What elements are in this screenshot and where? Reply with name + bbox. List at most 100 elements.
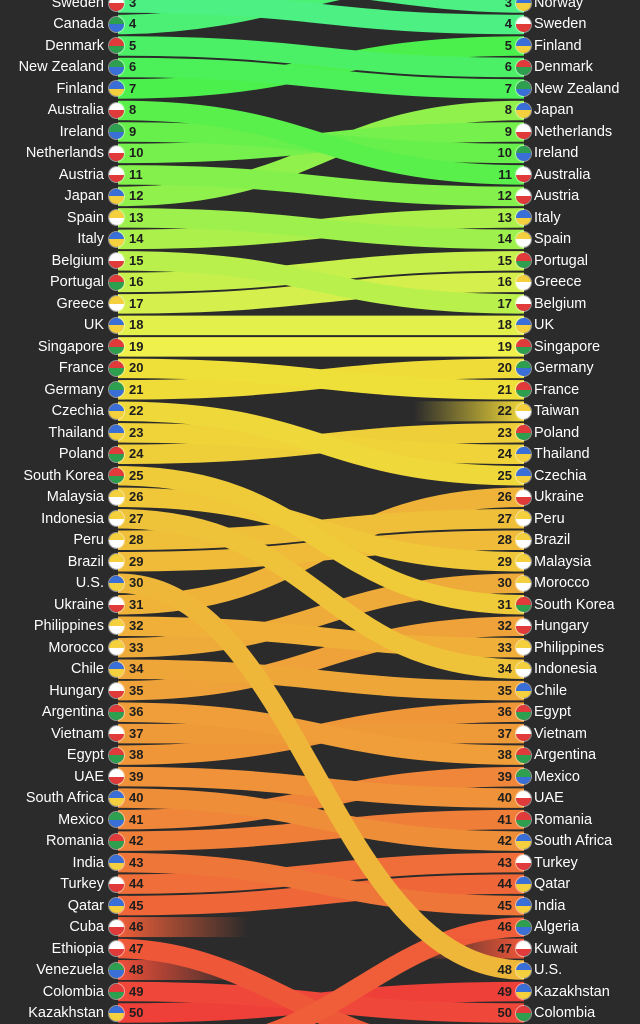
left-country-label: Italy (77, 231, 104, 248)
left-country-label: Turkey (60, 876, 104, 893)
flag-icon-right-spain (515, 230, 532, 248)
ribbon-sweden (117, 0, 525, 35)
right-rank-label: 26 (497, 489, 512, 505)
flag-icon-left-denmark (108, 37, 125, 55)
left-rank-label: 44 (129, 876, 144, 892)
left-rank-label: 9 (129, 123, 137, 139)
ribbon-czechia (117, 401, 525, 486)
left-rank-label: 31 (129, 596, 144, 612)
left-country-label: Greece (56, 295, 104, 312)
flag-icon-right-sweden (515, 15, 532, 33)
left-country-label: Thailand (48, 424, 104, 441)
flag-icon-left-greece (108, 295, 125, 313)
flag-icon-left-netherlands (108, 144, 125, 162)
right-country-label: South Korea (534, 596, 615, 613)
flag-icon-left-mexico (108, 811, 125, 829)
flag-icon-right-thailand (515, 445, 532, 463)
flag-icon-left-venezuela (108, 961, 125, 979)
left-rank-label: 41 (129, 811, 144, 827)
flag-icon-right-australia (515, 166, 532, 184)
left-rank-label: 40 (129, 790, 144, 806)
flag-icon-right-colombia (515, 1004, 532, 1022)
ribbon-denmark (117, 36, 525, 78)
left-country-label: Chile (70, 661, 104, 678)
flag-icon-left-portugal (108, 273, 125, 291)
right-rank-label: 23 (497, 424, 512, 440)
flag-icon-left-hungary (108, 682, 125, 700)
left-rank-label: 18 (129, 317, 144, 333)
right-country-label: Brazil (534, 532, 571, 549)
left-country-label: Colombia (42, 983, 104, 1000)
right-rank-label: 13 (497, 209, 512, 225)
ribbon-taiwan (414, 401, 524, 422)
flag-icon-right-poland (515, 424, 532, 442)
left-country-label: Kazakhstan (28, 1005, 104, 1022)
left-country-label: Finland (56, 80, 104, 97)
right-rank-label: 48 (497, 962, 512, 978)
right-country-label: Italy (534, 209, 561, 226)
ribbon-canada (117, 0, 340, 35)
right-rank-label: 33 (497, 639, 512, 655)
right-rank-label: 27 (497, 510, 512, 526)
flag-icon-left-austria (108, 166, 125, 184)
left-rank-label: 22 (129, 403, 144, 419)
flag-icon-right-taiwan (515, 402, 532, 420)
right-rank-label: 8 (504, 102, 512, 118)
left-country-label: New Zealand (18, 59, 104, 76)
right-rank-label: 16 (497, 274, 512, 290)
flag-icon-left-argentina (108, 703, 125, 721)
ribbon-greece (117, 272, 525, 314)
right-country-label: France (534, 381, 580, 398)
left-rank-label: 36 (129, 704, 144, 720)
left-country-label: Cuba (69, 919, 104, 936)
left-country-label: Brazil (67, 553, 104, 570)
left-country-label: Denmark (45, 37, 104, 54)
flag-icon-left-malaysia (108, 488, 125, 506)
right-rank-label: 30 (497, 575, 512, 591)
flag-icon-left-turkey (108, 875, 125, 893)
flag-icon-left-romania (108, 832, 125, 850)
left-rank-label: 14 (129, 231, 144, 247)
flag-icon-left-india (108, 854, 125, 872)
right-country-label: UK (534, 317, 555, 334)
left-rank-label: 38 (129, 747, 144, 763)
ribbon-south-africa (117, 788, 525, 851)
right-rank-label: 19 (497, 338, 512, 354)
left-rank-label: 39 (129, 768, 144, 784)
left-country-label: Hungary (49, 682, 104, 699)
right-country-label: Germany (534, 360, 594, 377)
right-country-label: Malaysia (534, 553, 592, 570)
left-country-label: Singapore (37, 338, 104, 355)
left-country-label: France (58, 360, 104, 377)
right-country-label: Turkey (534, 854, 578, 871)
flag-icon-right-egypt (515, 703, 532, 721)
flag-icon-right-france (515, 381, 532, 399)
ribbon-morocco (117, 573, 525, 658)
flag-icon-right-norway (515, 0, 532, 12)
flag-icon-right-ireland (515, 144, 532, 162)
left-country-label: Ireland (59, 123, 104, 140)
left-rank-label: 24 (129, 446, 144, 462)
ribbon-belgium (117, 251, 525, 314)
flag-icon-left-spain (108, 209, 125, 227)
right-country-label: Algeria (534, 919, 580, 936)
left-rank-label: 47 (129, 940, 144, 956)
ribbon-norway (370, 0, 525, 13)
ribbon-portugal (117, 251, 525, 293)
left-rank-label: 34 (129, 661, 144, 677)
flag-icon-right-indonesia (515, 660, 532, 678)
left-country-label: Argentina (41, 704, 104, 721)
right-country-label: Sweden (534, 16, 587, 33)
flag-icon-left-indonesia (108, 510, 125, 528)
ribbon-new-zealand (117, 57, 525, 99)
left-rank-label: 20 (129, 360, 144, 376)
right-country-label: Egypt (534, 704, 572, 721)
ribbon-spain (117, 208, 525, 250)
left-country-label: UK (83, 317, 104, 334)
flag-icon-right-netherlands (515, 123, 532, 141)
flag-icon-right-argentina (515, 746, 532, 764)
left-rank-label: 28 (129, 532, 144, 548)
flag-icon-right-italy (515, 209, 532, 227)
flag-icon-left-poland (108, 445, 125, 463)
flag-icon-right-portugal (515, 252, 532, 270)
